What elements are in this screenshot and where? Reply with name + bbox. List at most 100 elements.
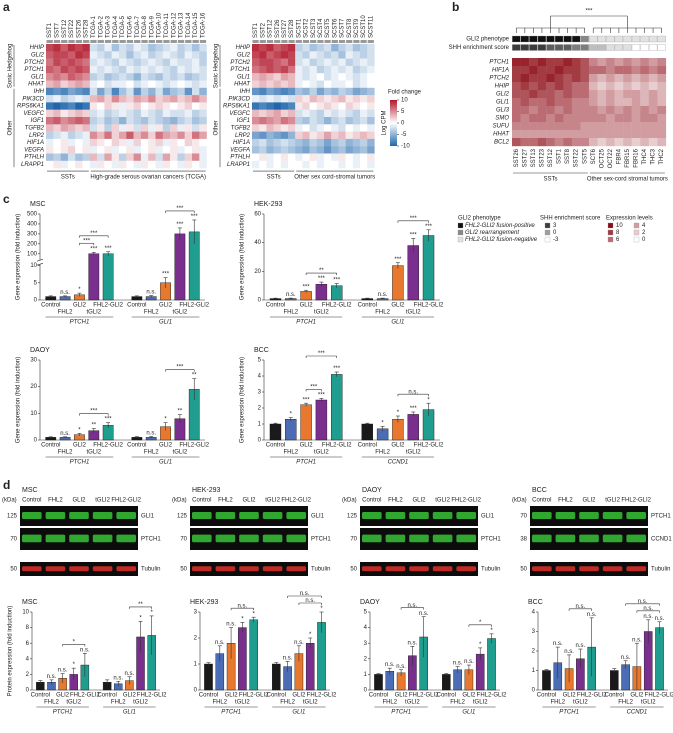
heatmap-cell <box>316 138 325 147</box>
heatmap-cell <box>606 90 615 99</box>
heatmap-cell <box>119 73 127 81</box>
bar <box>407 245 419 301</box>
protein-label: PTCH1 <box>481 537 501 543</box>
heatmap-cell <box>259 131 267 140</box>
heatmap-cell <box>140 160 149 169</box>
column-label: THC2 <box>659 148 665 164</box>
heatmap-cell <box>588 106 598 115</box>
heatmap-cell <box>345 160 353 169</box>
heatmap-cell <box>97 146 105 154</box>
column-label: SST7 <box>55 22 61 38</box>
heatmap-cell <box>338 58 346 67</box>
heatmap-cell <box>252 73 260 81</box>
heatmap-cell <box>252 160 260 169</box>
blot-band <box>385 566 406 572</box>
group-label: GLI1 <box>391 320 404 326</box>
heatmap-cell <box>148 87 156 96</box>
x-tick-label: Control <box>537 693 556 699</box>
column-label: SCST7 <box>340 18 346 38</box>
heatmap-cell <box>623 58 632 67</box>
group-label: PTCH1 <box>391 710 411 716</box>
blot-band <box>432 512 453 519</box>
heatmap-cell <box>82 65 90 74</box>
heatmap-cell <box>360 87 368 96</box>
row-group-label: Sonic Hedgehog <box>8 44 14 88</box>
heatmap-cell <box>588 90 598 99</box>
heatmap-cell <box>580 130 590 139</box>
y-tick-label: 20 <box>254 269 261 275</box>
heatmap-cell <box>184 124 193 132</box>
heatmap-cell <box>126 146 134 154</box>
phenotype-cell <box>529 35 538 43</box>
heatmap-cell <box>252 138 260 147</box>
heatmap-cell <box>162 124 171 132</box>
heatmap-cell <box>177 73 185 81</box>
blot-band <box>215 512 236 519</box>
heatmap-cell <box>75 138 83 147</box>
bracket-label: n.s. <box>305 598 315 604</box>
heatmap-cell <box>554 82 564 91</box>
heatmap-cell <box>133 146 142 154</box>
heatmap-cell <box>345 146 353 154</box>
column-label: SST26 <box>76 19 82 38</box>
blot-band <box>456 534 476 543</box>
row-label: LRAPP1 <box>227 162 250 168</box>
score-cell <box>529 44 538 51</box>
heatmap-cell <box>273 146 281 154</box>
heatmap-cell <box>252 146 260 154</box>
heatmap-cell <box>631 106 641 115</box>
phenotype-cell <box>537 35 547 43</box>
heatmap-cell <box>82 102 90 110</box>
y-tick-label: 2 <box>194 636 198 642</box>
heatmap-cell <box>126 153 134 161</box>
heatmap-cell <box>546 138 555 147</box>
row-label: PIK3CD <box>228 96 250 102</box>
heatmap-cell <box>338 109 346 118</box>
heatmap-cell <box>259 160 267 169</box>
y-tick-label: 4 <box>26 656 30 662</box>
chart-title: BCC <box>528 599 543 606</box>
heatmap-cell <box>345 117 353 125</box>
heatmap-cell <box>352 80 361 88</box>
heatmap-cell <box>338 73 346 81</box>
x-tick-label: FHL2-GLI2 <box>477 693 507 699</box>
heatmap-cell <box>367 117 375 125</box>
significance: n.s. <box>215 640 225 646</box>
heatmap-cell <box>648 122 658 131</box>
heatmap-cell <box>580 74 590 83</box>
heatmap-cell <box>520 122 530 131</box>
significance: n.s. <box>643 614 653 620</box>
heatmap-cell <box>338 138 346 147</box>
axis-break <box>36 258 44 262</box>
column-label: FBR16 <box>634 148 640 167</box>
heatmap-cell <box>338 160 346 169</box>
row-label: PTHLH <box>230 155 250 161</box>
heatmap-cell <box>280 124 289 132</box>
bracket-label: *** <box>310 384 318 390</box>
x-tick-label: FHL2-GLI2 <box>414 303 444 309</box>
significance: *** <box>176 222 184 228</box>
heatmap-cell <box>338 131 346 140</box>
heatmap-cell <box>331 51 339 59</box>
heatmap-cell <box>170 51 178 59</box>
bar <box>174 233 186 301</box>
heatmap-cell <box>273 58 281 67</box>
heatmap-cell <box>360 58 368 67</box>
heatmap-cell <box>104 87 112 96</box>
heatmap-cell <box>554 106 564 115</box>
heatmap-cell <box>170 138 178 147</box>
heatmap-cell <box>546 90 555 99</box>
legend-label: 0 <box>553 230 557 236</box>
heatmap-cell <box>657 58 667 67</box>
heatmap-cell <box>537 114 547 123</box>
heatmap-cell <box>280 58 289 67</box>
blot-band <box>239 512 259 519</box>
heatmap-cell <box>67 102 76 110</box>
heatmap-cell <box>512 106 521 115</box>
phenotype-cell <box>657 35 666 43</box>
row-label: LRAPP1 <box>21 162 44 168</box>
heatmap-cell <box>537 138 547 147</box>
heatmap-cell <box>111 80 120 88</box>
significance: * <box>164 417 167 423</box>
y-tick-label: 2 <box>26 672 30 678</box>
